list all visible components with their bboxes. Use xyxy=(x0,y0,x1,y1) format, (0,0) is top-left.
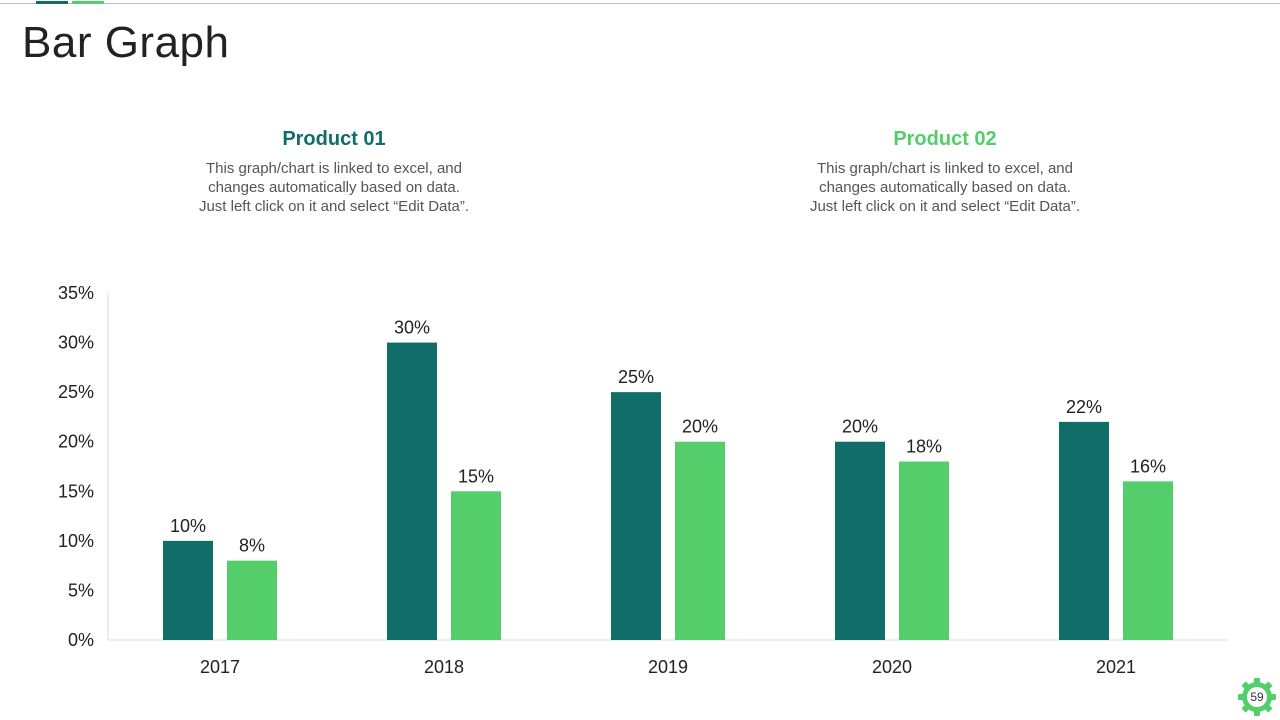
product-02-block: Product 02 This graph/chart is linked to… xyxy=(745,128,1145,216)
x-tick-label: 2017 xyxy=(200,657,240,677)
data-label: 20% xyxy=(682,417,718,437)
y-tick-label: 25% xyxy=(58,382,94,402)
bar-product-02 xyxy=(675,441,725,640)
data-label: 10% xyxy=(170,516,206,536)
data-label: 15% xyxy=(458,466,494,486)
product-01-desc-line: changes automatically based on data. xyxy=(208,179,460,196)
y-tick-label: 15% xyxy=(58,481,94,501)
product-01-name: Product 01 xyxy=(282,128,386,150)
product-01-desc-line: This graph/chart is linked to excel, and xyxy=(206,160,462,177)
y-tick-label: 20% xyxy=(58,432,94,452)
data-label: 22% xyxy=(1066,397,1102,417)
accent-bar-dark xyxy=(36,1,68,4)
accent-bar-light xyxy=(72,1,104,4)
bar-product-01 xyxy=(611,392,661,640)
bar-product-01 xyxy=(163,540,213,640)
product-02-description: This graph/chart is linked to excel, and… xyxy=(745,159,1145,216)
product-02-desc-line: This graph/chart is linked to excel, and xyxy=(817,160,1073,177)
product-02-desc-line: changes automatically based on data. xyxy=(819,179,1071,196)
bar-product-01 xyxy=(387,342,437,640)
product-02-desc-line: Just left click on it and select “Edit D… xyxy=(809,198,1081,215)
product-01-description: This graph/chart is linked to excel, and… xyxy=(134,159,534,216)
y-tick-label: 0% xyxy=(68,630,94,650)
y-tick-label: 30% xyxy=(58,333,94,353)
bar-product-02 xyxy=(227,560,277,640)
page-number: 59 xyxy=(1250,690,1264,704)
data-label: 20% xyxy=(842,417,878,437)
top-divider xyxy=(0,3,1280,4)
x-tick-label: 2018 xyxy=(424,657,464,677)
x-tick-label: 2019 xyxy=(648,657,688,677)
data-label: 30% xyxy=(394,318,430,338)
gear-icon xyxy=(1238,678,1276,716)
bar-product-01 xyxy=(835,441,885,640)
y-tick-label: 10% xyxy=(58,531,94,551)
page-title: Bar Graph xyxy=(22,18,230,67)
bar-product-02 xyxy=(1123,481,1173,640)
data-label: 16% xyxy=(1130,456,1166,476)
product-01-desc-line: Just left click on it and select “Edit D… xyxy=(198,198,470,215)
y-tick-label: 35% xyxy=(58,283,94,303)
data-label: 8% xyxy=(239,536,265,556)
y-tick-label: 5% xyxy=(68,580,94,600)
x-tick-label: 2021 xyxy=(1096,657,1136,677)
product-02-name: Product 02 xyxy=(893,128,997,150)
data-label: 25% xyxy=(618,367,654,387)
bar-product-01 xyxy=(1059,421,1109,640)
product-01-block: Product 01 This graph/chart is linked to… xyxy=(134,128,534,216)
data-label: 18% xyxy=(906,437,942,457)
bar-product-02 xyxy=(899,461,949,640)
bar-product-02 xyxy=(451,491,501,640)
x-tick-label: 2020 xyxy=(872,657,912,677)
